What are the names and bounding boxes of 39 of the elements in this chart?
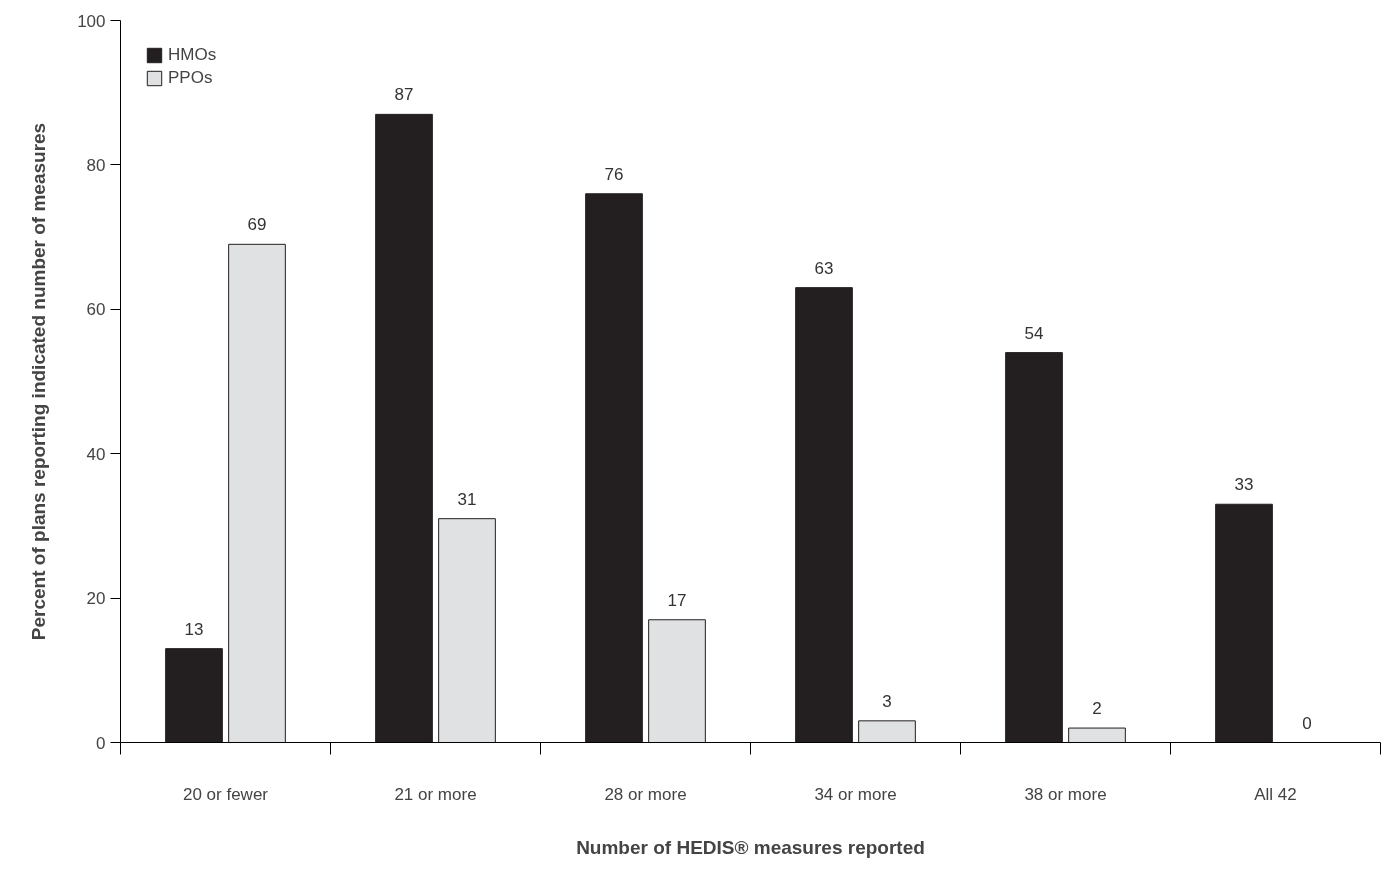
bar [648,619,706,743]
legend-label: PPOs [168,68,213,88]
y-tick-label: 40 [86,444,106,464]
x-tick-label: 34 or more [814,784,897,804]
data-label: 31 [457,489,477,509]
y-axis-title: Percent of plans reporting indicated number of measures [28,122,50,641]
legend-label: HMOs [168,45,217,65]
data-label: 17 [667,590,687,610]
x-tick-label: 38 or more [1024,784,1107,804]
data-label: 0 [1302,713,1312,733]
x-tick-label: 21 or more [394,784,477,804]
bar [165,648,223,743]
data-label: 76 [604,164,624,184]
bar [795,287,853,743]
bar [858,720,916,743]
bar [438,518,496,743]
bar [228,243,286,743]
bar [1068,727,1126,743]
y-tick-label: 80 [86,155,106,175]
data-label: 3 [882,691,892,711]
y-tick-label: 20 [86,589,106,609]
data-label: 13 [184,619,204,639]
data-label: 54 [1024,323,1044,343]
y-tick-label: 0 [96,733,106,753]
bar [375,113,433,743]
data-label: 2 [1092,699,1102,719]
x-axis-title: Number of HEDIS® measures reported [576,836,925,858]
bar [1215,503,1273,743]
y-tick-label: 100 [77,11,106,31]
x-tick-label: 20 or fewer [182,784,269,804]
x-tick-label: 28 or more [604,784,687,804]
data-label: 87 [394,85,414,105]
data-label: 69 [247,215,267,235]
y-tick-label: 60 [86,300,106,320]
x-tick-label: All 42 [1254,784,1297,804]
bar [1005,352,1063,743]
data-label: 33 [1234,475,1254,495]
data-label: 63 [814,258,834,278]
bar [585,193,643,743]
